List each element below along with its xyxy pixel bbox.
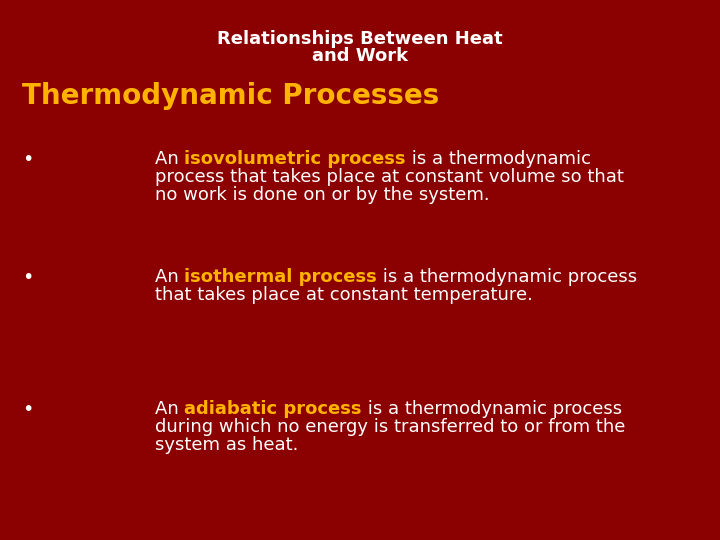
Text: •: •	[22, 150, 33, 169]
Text: Thermodynamic Processes: Thermodynamic Processes	[22, 82, 439, 110]
Text: An: An	[155, 400, 184, 418]
Text: system as heat.: system as heat.	[155, 436, 298, 454]
Text: during which no energy is transferred to or from the: during which no energy is transferred to…	[155, 418, 626, 436]
Text: isothermal process: isothermal process	[184, 268, 377, 286]
Text: and Work: and Work	[312, 47, 408, 65]
Text: isovolumetric process: isovolumetric process	[184, 150, 406, 168]
Text: adiabatic process: adiabatic process	[184, 400, 362, 418]
Text: process that takes place at constant volume so that: process that takes place at constant vol…	[155, 168, 624, 186]
Text: is a thermodynamic process: is a thermodynamic process	[362, 400, 622, 418]
Text: An: An	[155, 150, 184, 168]
Text: no work is done on or by the system.: no work is done on or by the system.	[155, 186, 490, 204]
Text: •: •	[22, 400, 33, 419]
Text: An: An	[155, 268, 184, 286]
Text: is a thermodynamic process: is a thermodynamic process	[377, 268, 637, 286]
Text: •: •	[22, 268, 33, 287]
Text: that takes place at constant temperature.: that takes place at constant temperature…	[155, 286, 533, 304]
Text: Relationships Between Heat: Relationships Between Heat	[217, 30, 503, 48]
Text: is a thermodynamic: is a thermodynamic	[406, 150, 591, 168]
